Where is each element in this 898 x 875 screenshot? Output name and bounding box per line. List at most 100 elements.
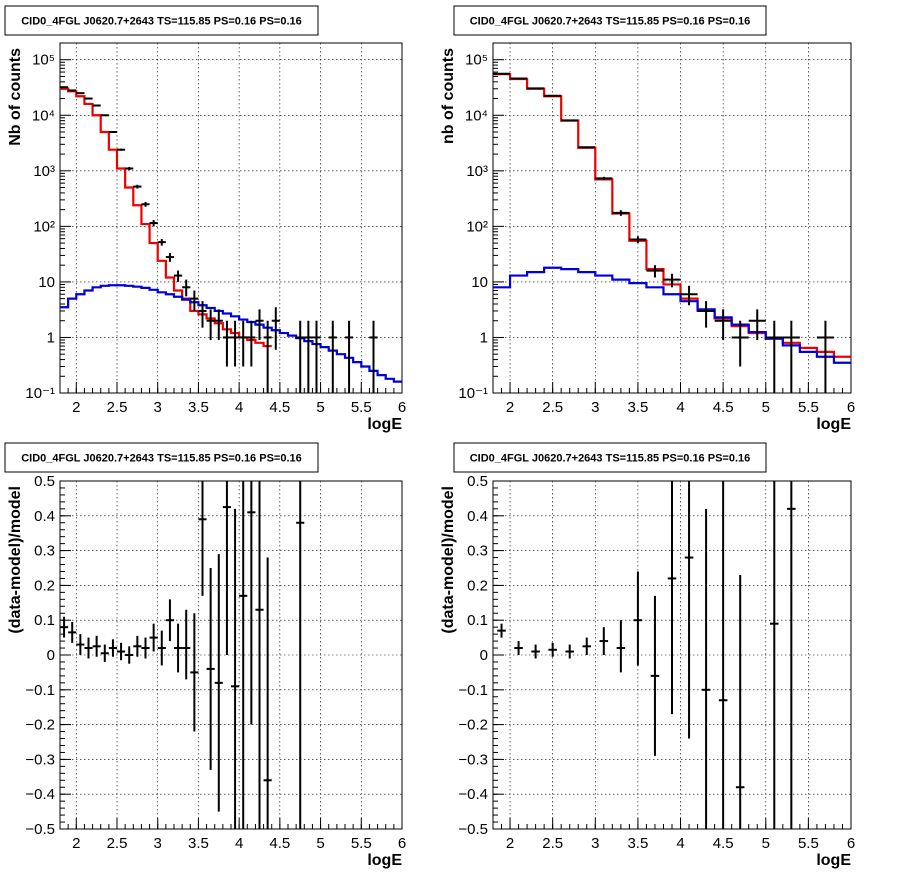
data-point (667, 481, 677, 715)
x-tick-label: 6 (398, 399, 406, 416)
y-tick-label: 0.4 (467, 508, 488, 525)
chart-title: CID0_4FGL J0620.7+2643 TS=115.85 PS=0.16… (21, 16, 302, 28)
data-point (748, 309, 766, 340)
data-point (76, 92, 85, 95)
y-tick-label: 0.5 (467, 473, 488, 490)
data-point (141, 201, 150, 207)
y-axis-title: Nb of counts (7, 48, 24, 146)
data-point (595, 176, 613, 181)
x-tick-label: 3 (154, 399, 162, 416)
data-point (165, 599, 174, 642)
data-point (328, 320, 337, 393)
data-point (514, 641, 523, 655)
y-tick-label: 10⁵ (32, 52, 55, 69)
y-tick-label: −0.3 (25, 751, 55, 768)
y-tick-label: 0.1 (467, 612, 488, 629)
y-tick-label: 10 (38, 274, 55, 291)
y-tick-label: 10⁵ (465, 52, 488, 69)
data-point (222, 320, 231, 367)
data-point (60, 616, 69, 638)
data-point (263, 557, 272, 829)
data-point (718, 481, 728, 829)
plot-frame (59, 42, 403, 394)
data-point (239, 320, 248, 367)
y-tick-label: −0.3 (458, 751, 488, 768)
y-axis-title: nb of counts (440, 48, 457, 144)
x-axis-title: logE (367, 416, 402, 433)
chart-title: CID0_4FGL J0620.7+2643 TS=115.85 PS=0.16… (21, 453, 302, 465)
title-box (4, 442, 319, 473)
data-point (247, 481, 256, 725)
data-point (190, 613, 199, 732)
x-tick-label: 2 (506, 835, 514, 852)
x-tick-label: 3.5 (627, 399, 648, 416)
x-tick-label: 2.5 (542, 399, 563, 416)
chart-title: CID0_4FGL J0620.7+2643 TS=115.85 PS=0.16… (470, 16, 751, 28)
y-tick-label: 10 (471, 274, 488, 291)
x-tick-label: 6 (847, 399, 855, 416)
data-point (157, 630, 166, 666)
data-point (633, 571, 643, 666)
data-point (527, 87, 545, 90)
data-point (578, 146, 596, 149)
data-point (76, 634, 85, 655)
y-tick-label: −0.1 (458, 682, 488, 699)
data-point (255, 309, 264, 340)
data-point (141, 637, 150, 659)
data-point (599, 627, 609, 655)
data-point (680, 285, 698, 306)
x-tick-label: 5 (762, 835, 770, 852)
data-point (714, 309, 732, 340)
x-tick-label: 2.5 (107, 835, 128, 852)
x-tick-label: 5.5 (798, 835, 819, 852)
y-tick-label: 0.1 (34, 612, 55, 629)
x-tick-label: 2 (72, 835, 80, 852)
x-tick-label: 5 (316, 399, 324, 416)
x-tick-label: 5 (762, 399, 770, 416)
x-tick-label: 6 (398, 835, 406, 852)
data-point (697, 301, 715, 328)
data-point (174, 623, 183, 673)
x-axis-title: logE (367, 852, 402, 869)
y-tick-label: −0.5 (25, 821, 55, 838)
data-point (255, 481, 264, 829)
y-tick-label: 1 (480, 329, 488, 346)
y-tick-label: 10⁴ (32, 107, 55, 124)
y-tick-label: 10⁻¹ (458, 385, 488, 402)
data-point (125, 646, 134, 664)
x-tick-label: 4 (235, 835, 243, 852)
data-point (92, 635, 101, 657)
source-model-line (493, 266, 851, 364)
x-tick-label: 2 (506, 399, 514, 416)
panel-1: 2 2.5 3 3.5 4 4.5 5 5.5 6 10⁻¹ 1 10 10² 10³ 10⁴ 10⁵ logE… (4, 5, 406, 433)
x-tick-label: 4.5 (269, 835, 290, 852)
title-box (453, 5, 767, 36)
x-tick-label: 2.5 (542, 835, 563, 852)
data-point (296, 320, 305, 393)
data-point (531, 644, 540, 659)
x-tick-label: 4.5 (713, 399, 734, 416)
data-point (125, 167, 134, 171)
data-point (684, 481, 694, 739)
data-point (190, 290, 199, 311)
data-point (247, 320, 256, 367)
data-point (100, 114, 109, 117)
data-point (731, 320, 749, 367)
data-point (765, 320, 783, 393)
data-point (214, 309, 223, 340)
x-axis-title: logE (816, 852, 851, 869)
x-tick-label: 3.5 (188, 835, 209, 852)
x-tick-label: 5 (316, 835, 324, 852)
data-point (149, 220, 158, 227)
data-point (616, 620, 626, 673)
data-point (117, 642, 126, 661)
data-point (735, 574, 745, 829)
data-point (304, 320, 313, 393)
data-point (133, 184, 142, 189)
data-point (561, 119, 579, 122)
data-point (701, 508, 711, 829)
x-tick-label: 3.5 (627, 835, 648, 852)
y-tick-label: 10² (466, 218, 488, 235)
data-point (770, 481, 779, 829)
